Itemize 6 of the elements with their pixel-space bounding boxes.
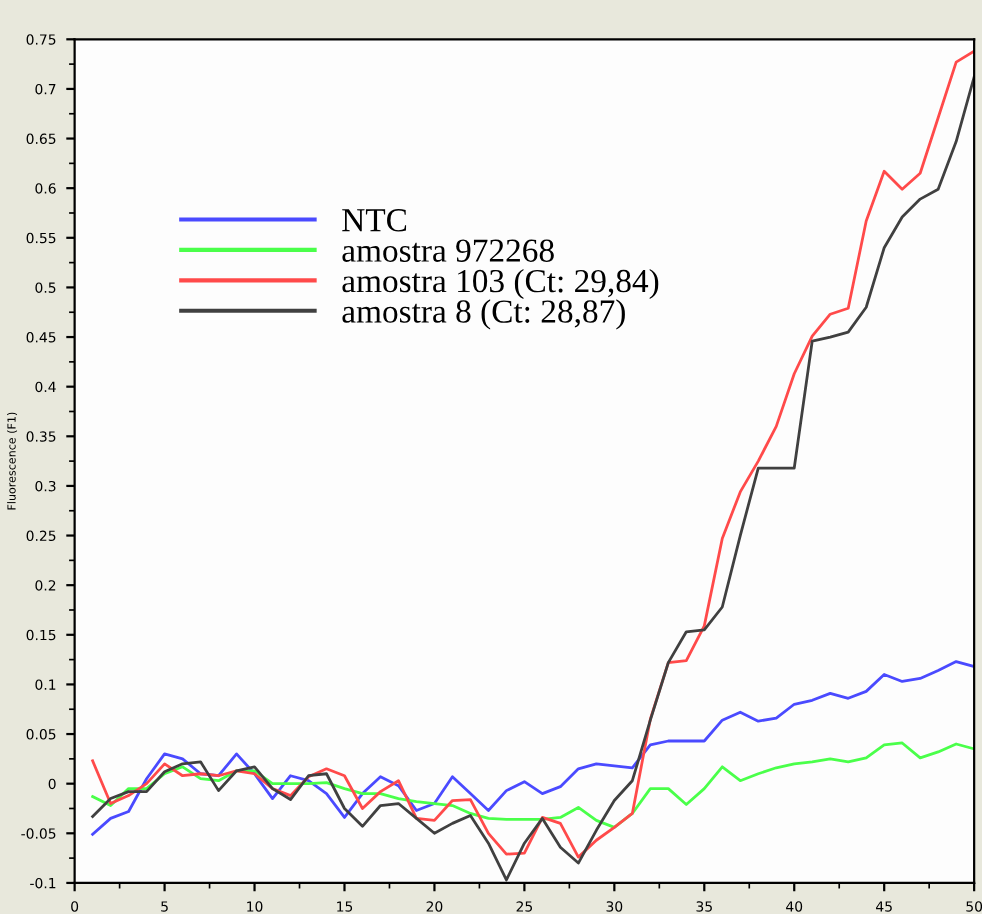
legend-label: NTC xyxy=(342,209,407,232)
legend-label: amostra 103 (Ct: 29,84) xyxy=(342,268,659,300)
line-series xyxy=(91,741,975,829)
legend-label: amostra 972268 xyxy=(342,239,554,262)
line-series xyxy=(91,660,975,836)
legend-label: amostra 8 (Ct: 28,87) xyxy=(342,299,625,330)
